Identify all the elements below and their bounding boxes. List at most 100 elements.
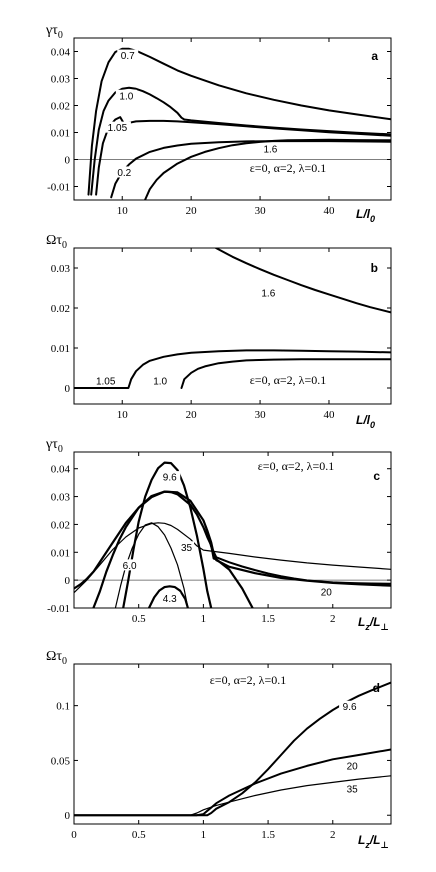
- curve-label-bg: [179, 541, 195, 553]
- y-tick-label: -0.01: [47, 603, 70, 615]
- series-line-4-3: [147, 585, 189, 608]
- x-axis-label-subscript-2: ⊥: [381, 622, 389, 632]
- y-tick-label: 0: [65, 575, 71, 587]
- curve-label-bg: [149, 375, 171, 387]
- plot-frame: [73, 451, 392, 609]
- curve-label-1-05: 1.05: [108, 123, 128, 134]
- y-axis-label-subscript: 0: [62, 240, 67, 251]
- panel-letter: c: [373, 469, 380, 483]
- series-line-unlabeled-2: [74, 490, 391, 590]
- x-tick-label: 10: [117, 409, 129, 421]
- curve-label-35: 35: [181, 543, 193, 554]
- x-axis-label-subscript: z: [364, 840, 370, 850]
- series-line-20: [205, 526, 391, 585]
- series-line-35: [74, 775, 391, 816]
- x-tick-label: 30: [255, 409, 267, 421]
- x-axis-label: Lz/L⊥: [358, 615, 389, 632]
- curve-label-1-0: 1.0: [153, 377, 167, 388]
- curve-label-bg: [113, 166, 135, 178]
- y-tick-label: 0.04: [51, 464, 71, 476]
- series-line-35: [74, 522, 391, 594]
- x-tick-label: 2: [330, 613, 336, 625]
- plot-area: [74, 461, 391, 608]
- parameter-annotation: ε=0, α=2, λ=0.1: [250, 161, 326, 175]
- curve-label-bg: [103, 121, 131, 133]
- y-axis-label-subscript: 0: [58, 444, 63, 455]
- x-tick-label: 30: [255, 205, 267, 217]
- y-tick-label: 0.01: [51, 343, 70, 355]
- x-axis-label: L/l0: [356, 207, 375, 224]
- y-tick-label: 0.03: [51, 263, 71, 275]
- x-axis-label-main: L/l: [356, 207, 371, 221]
- y-tick-label: 0: [65, 810, 71, 822]
- y-axis-label-subscript: 0: [58, 30, 63, 41]
- curve-label-bg: [159, 592, 181, 604]
- curve-label-6-0: 6.0: [123, 561, 137, 572]
- y-tick-label: 0.01: [51, 128, 70, 140]
- y-tick-label: 0.02: [51, 101, 70, 113]
- x-axis-label-subscript-2: ⊥: [381, 840, 389, 850]
- x-tick-label: 1: [201, 829, 207, 841]
- x-tick-label: 20: [186, 409, 198, 421]
- series-line-9-6: [122, 461, 213, 608]
- parameter-annotation: ε=0, α=2, λ=0.1: [210, 673, 286, 687]
- y-tick-label: 0.02: [51, 519, 70, 531]
- series-line-1-6: [144, 138, 391, 200]
- panel-letter: d: [373, 681, 380, 695]
- x-tick-label: 0: [71, 829, 77, 841]
- curve-label-0-2: 0.2: [117, 168, 131, 179]
- y-tick-label: 0.01: [51, 547, 70, 559]
- x-tick-label: 10: [117, 205, 129, 217]
- y-tick-label: 0.1: [56, 701, 70, 713]
- y-tick-label: 0: [65, 155, 71, 167]
- curve-label-bg: [117, 49, 139, 61]
- curve-label-1-6: 1.6: [263, 144, 277, 155]
- curve-label-bg: [159, 471, 181, 483]
- x-tick-label: 2: [330, 829, 336, 841]
- parameter-annotation: ε=0, α=2, λ=0.1: [258, 459, 334, 473]
- plot-area: [74, 248, 391, 389]
- series-line-1-6: [215, 248, 391, 314]
- curve-label-bg: [119, 559, 141, 571]
- x-axis-label-main: L/l: [356, 413, 371, 427]
- y-tick-label: 0.03: [51, 74, 71, 86]
- x-axis-label: L/l0: [356, 413, 375, 430]
- curve-label-9-6: 9.6: [343, 702, 357, 713]
- y-tick-label: 0.02: [51, 303, 70, 315]
- x-axis-label-main: L: [358, 615, 365, 629]
- x-tick-label: 1.5: [261, 829, 275, 841]
- x-tick-label: 40: [323, 409, 335, 421]
- y-tick-label: 0.04: [51, 47, 71, 59]
- x-axis-label-main-2: /L: [369, 615, 381, 629]
- x-axis-label-subscript: 0: [370, 214, 375, 224]
- parameter-annotation: ε=0, α=2, λ=0.1: [250, 373, 326, 387]
- x-tick-label: 1.5: [261, 613, 275, 625]
- plot-frame: [73, 663, 392, 825]
- y-axis-label: γτ0: [45, 437, 63, 455]
- y-tick-label: 0.05: [51, 755, 71, 767]
- x-tick-label: 1: [201, 613, 207, 625]
- curve-label-1-05: 1.05: [96, 377, 116, 388]
- y-axis-label-subscript: 0: [62, 656, 67, 667]
- x-axis-label-subscript: z: [364, 622, 370, 632]
- x-tick-label: 40: [323, 205, 335, 217]
- panel-letter: b: [371, 261, 378, 275]
- y-axis-label-main: Ωτ: [46, 649, 62, 664]
- curve-label-bg: [339, 700, 361, 712]
- y-tick-label: 0: [65, 383, 71, 395]
- y-axis-label: Ωτ0: [46, 233, 67, 251]
- x-axis-label-subscript: 0: [370, 420, 375, 430]
- chart-panel-a: 0.7 1.0 1.05 0.2 1.6 -0.01 0 0.01 0.02 0.03 0.04 10…: [45, 23, 392, 224]
- series-line-1-05: [74, 349, 391, 389]
- curve-label-1-0: 1.0: [119, 91, 133, 102]
- curve-label-bg: [115, 89, 137, 101]
- series-line-unlabeled-1: [92, 490, 254, 608]
- plot-frame: [73, 37, 392, 201]
- curve-label-35: 35: [347, 784, 359, 795]
- curve-label-bg: [257, 287, 279, 299]
- y-axis-label: γτ0: [45, 23, 63, 41]
- x-axis-label: Lz/L⊥: [358, 833, 389, 850]
